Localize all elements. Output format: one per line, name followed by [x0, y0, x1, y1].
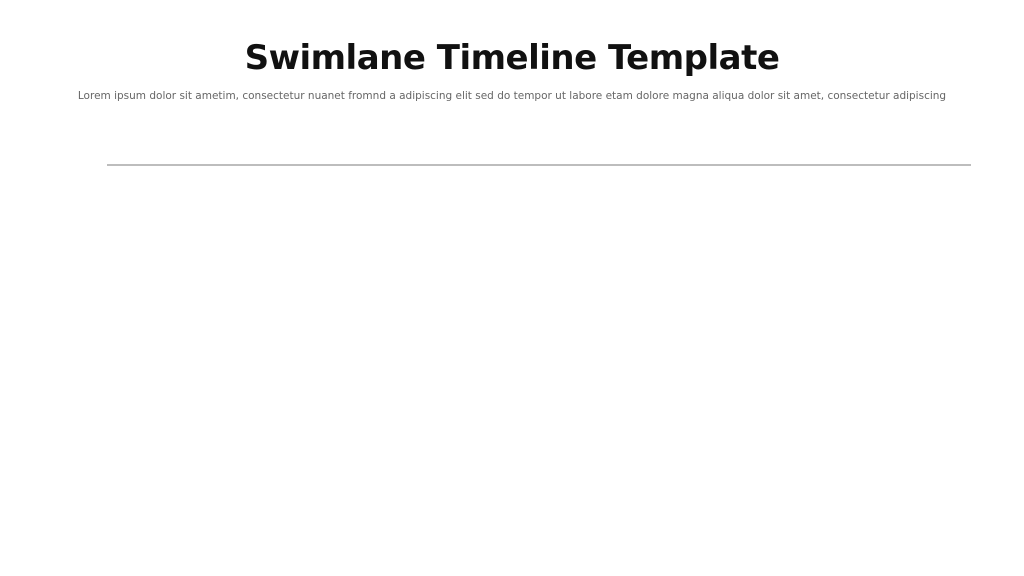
page-subtitle: Lorem ipsum dolor sit ametim, consectetu…	[77, 90, 947, 102]
page-title: Swimlane Timeline Template	[244, 38, 780, 78]
axis-line	[107, 164, 971, 166]
